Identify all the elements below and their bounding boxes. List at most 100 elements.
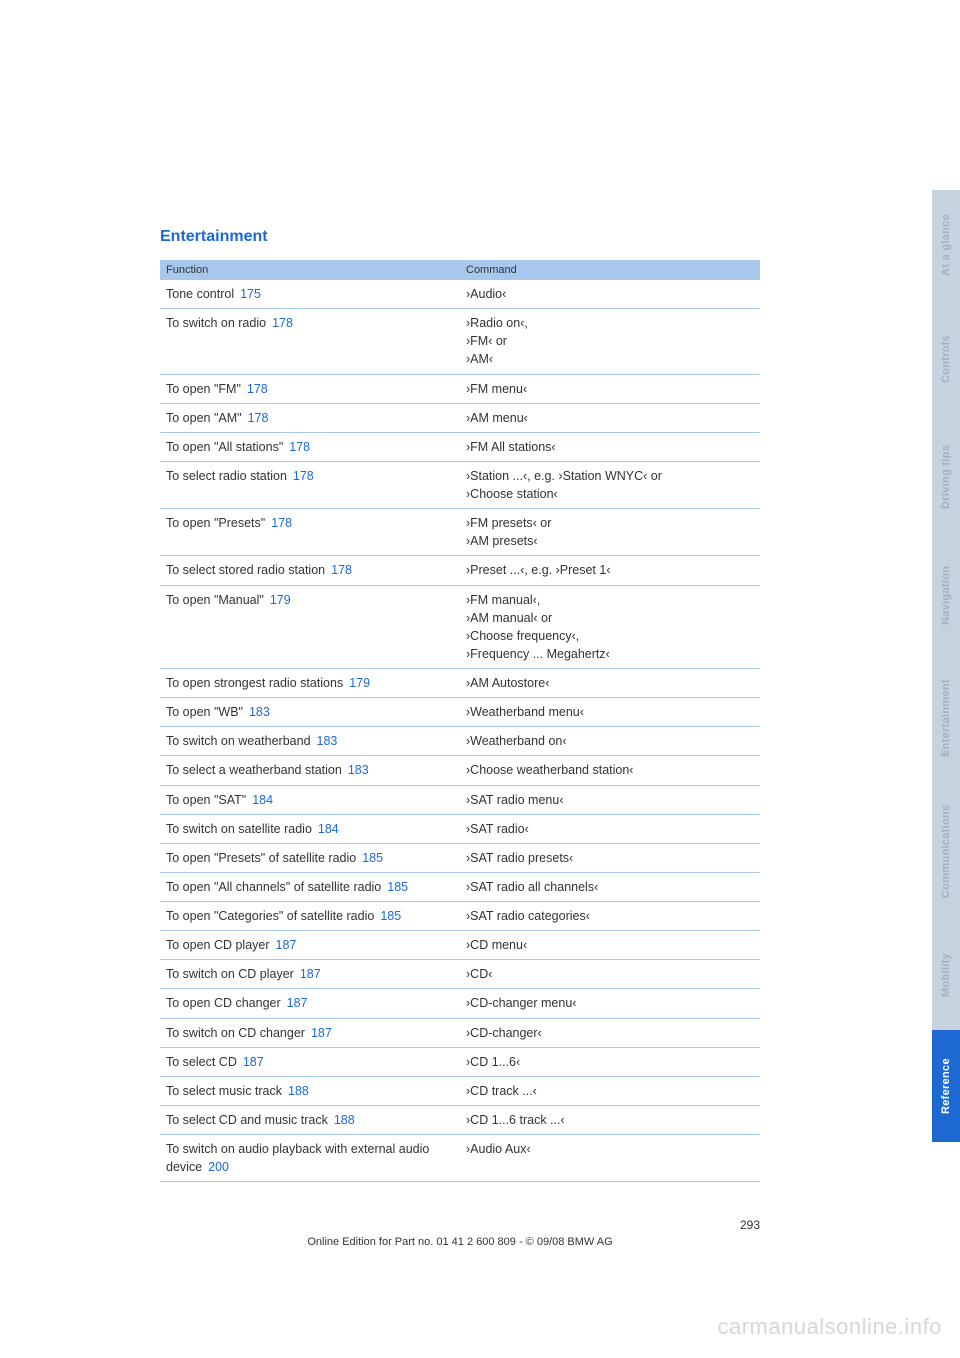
table-row: To switch on CD player187›CD‹ (160, 960, 760, 989)
command-cell: ›CD menu‹ (460, 931, 760, 960)
edition-line: Online Edition for Part no. 01 41 2 600 … (160, 1236, 760, 1248)
page-ref[interactable]: 175 (240, 287, 261, 301)
table-row: To select stored radio station178›Preset… (160, 556, 760, 585)
command-cell: ›Weatherband menu‹ (460, 698, 760, 727)
page-ref[interactable]: 187 (300, 967, 321, 981)
page-ref[interactable]: 185 (362, 851, 383, 865)
function-text: To switch on weatherband (166, 734, 311, 748)
command-cell: ›CD 1...6 track ...‹ (460, 1105, 760, 1134)
page-ref[interactable]: 178 (248, 411, 269, 425)
page-ref[interactable]: 185 (380, 909, 401, 923)
function-text: To select a weatherband station (166, 763, 342, 777)
section-title: Entertainment (160, 228, 760, 246)
page-ref[interactable]: 188 (288, 1084, 309, 1098)
function-text: To open "SAT" (166, 793, 246, 807)
function-text: To select CD (166, 1055, 237, 1069)
function-cell: To open "All channels" of satellite radi… (160, 872, 460, 901)
col-header-command: Command (460, 260, 760, 280)
page-ref[interactable]: 184 (252, 793, 273, 807)
table-row: To open "Manual" 179 ›FM manual‹, ›AM manu… (160, 585, 760, 669)
page-ref[interactable]: 188 (334, 1113, 355, 1127)
page-ref[interactable]: 200 (208, 1160, 229, 1174)
command-cell: ›AM Autostore‹ (460, 669, 760, 698)
table-row: To select CD187›CD 1...6‹ (160, 1047, 760, 1076)
side-tab[interactable]: At a glance (932, 190, 960, 300)
table-row: To open CD player187›CD menu‹ (160, 931, 760, 960)
command-cell: ›FM manual‹, ›AM manual‹ or ›Choose freq… (460, 585, 760, 669)
command-cell: ›SAT radio all channels‹ (460, 872, 760, 901)
function-text: To switch on CD player (166, 967, 294, 981)
function-text: To select stored radio station (166, 563, 325, 577)
function-text: To open "All channels" of satellite radi… (166, 880, 381, 894)
side-tab[interactable]: Navigation (932, 536, 960, 654)
command-cell: ›Radio on‹, ›FM‹ or ›AM‹ (460, 309, 760, 374)
table-row: To select radio station178›Station ...‹,… (160, 461, 760, 508)
function-cell: To open "FM"178 (160, 374, 460, 403)
function-text: To open "All stations" (166, 440, 283, 454)
page-ref[interactable]: 187 (243, 1055, 264, 1069)
page-ref[interactable]: 178 (271, 516, 292, 530)
table-row: To switch on CD changer187›CD-changer‹ (160, 1018, 760, 1047)
side-tab[interactable]: Communications (932, 782, 960, 920)
page-ref[interactable]: 178 (331, 563, 352, 577)
page-ref[interactable]: 187 (311, 1026, 332, 1040)
function-cell: To select radio station178 (160, 461, 460, 508)
function-text: To open "AM" (166, 411, 242, 425)
col-header-function: Function (160, 260, 460, 280)
table-row: To open "Presets"178›FM presets‹ or ›AM … (160, 509, 760, 556)
page-ref[interactable]: 184 (318, 822, 339, 836)
side-tab[interactable]: Mobility (932, 920, 960, 1030)
command-cell: ›SAT radio menu‹ (460, 785, 760, 814)
function-cell: Tone control175 (160, 280, 460, 309)
page-ref[interactable]: 179 (349, 676, 370, 690)
function-text: To switch on radio (166, 316, 266, 330)
command-cell: ›Station ...‹, e.g. ›Station WNYC‹ or ›C… (460, 461, 760, 508)
table-row: To switch on satellite radio184›SAT radi… (160, 814, 760, 843)
table-row: To switch on audio playback with externa… (160, 1135, 760, 1182)
table-row: To open "All stations" 178 ›FM All station… (160, 432, 760, 461)
command-cell: ›SAT radio categories‹ (460, 902, 760, 931)
page-ref[interactable]: 178 (293, 469, 314, 483)
table-row: Tone control175›Audio‹ (160, 280, 760, 309)
page-ref[interactable]: 178 (272, 316, 293, 330)
page-ref[interactable]: 185 (387, 880, 408, 894)
page-ref[interactable]: 187 (287, 996, 308, 1010)
function-cell: To switch on CD changer187 (160, 1018, 460, 1047)
side-tab[interactable]: Driving tips (932, 418, 960, 536)
command-cell: ›Audio Aux‹ (460, 1135, 760, 1182)
side-tab[interactable]: Reference (932, 1030, 960, 1142)
page-ref[interactable]: 178 (247, 382, 268, 396)
function-cell: To open "All stations" 178 (160, 432, 460, 461)
command-cell: ›CD-changer‹ (460, 1018, 760, 1047)
function-cell: To switch on CD player 187 (160, 960, 460, 989)
function-text: To open CD changer (166, 996, 281, 1010)
function-cell: To switch on satellite radio184 (160, 814, 460, 843)
function-text: To open "Manual" (166, 593, 264, 607)
page-ref[interactable]: 183 (249, 705, 270, 719)
table-row: To open "WB" 183 ›Weatherband menu‹ (160, 698, 760, 727)
function-cell: To switch on audio playback with externa… (160, 1135, 460, 1182)
page-ref[interactable]: 183 (317, 734, 338, 748)
function-cell: To open "Presets" of satellite radio185 (160, 843, 460, 872)
table-row: To switch on weatherband183›Weatherband … (160, 727, 760, 756)
page-ref[interactable]: 179 (270, 593, 291, 607)
table-row: To open "SAT" 184 ›SAT radio menu‹ (160, 785, 760, 814)
command-cell: ›FM menu‹ (460, 374, 760, 403)
table-row: To switch on radio 178 ›Radio on‹, ›FM‹ or… (160, 309, 760, 374)
command-cell: ›CD track ...‹ (460, 1076, 760, 1105)
page-ref[interactable]: 187 (276, 938, 297, 952)
function-cell: To open "WB" 183 (160, 698, 460, 727)
side-tab[interactable]: Entertainment (932, 654, 960, 782)
page-ref[interactable]: 183 (348, 763, 369, 777)
command-cell: ›FM All stations‹ (460, 432, 760, 461)
function-cell: To open "Presets"178 (160, 509, 460, 556)
function-cell: To open "Categories" of satellite radio1… (160, 902, 460, 931)
table-row: To open "AM"178›AM menu‹ (160, 403, 760, 432)
table-row: To select CD and music track 188 ›CD 1...6… (160, 1105, 760, 1134)
function-text: To open "WB" (166, 705, 243, 719)
function-cell: To switch on radio 178 (160, 309, 460, 374)
page-ref[interactable]: 178 (289, 440, 310, 454)
function-cell: To select a weatherband station 183 (160, 756, 460, 785)
side-tab[interactable]: Controls (932, 300, 960, 418)
function-text: To select CD and music track (166, 1113, 328, 1127)
